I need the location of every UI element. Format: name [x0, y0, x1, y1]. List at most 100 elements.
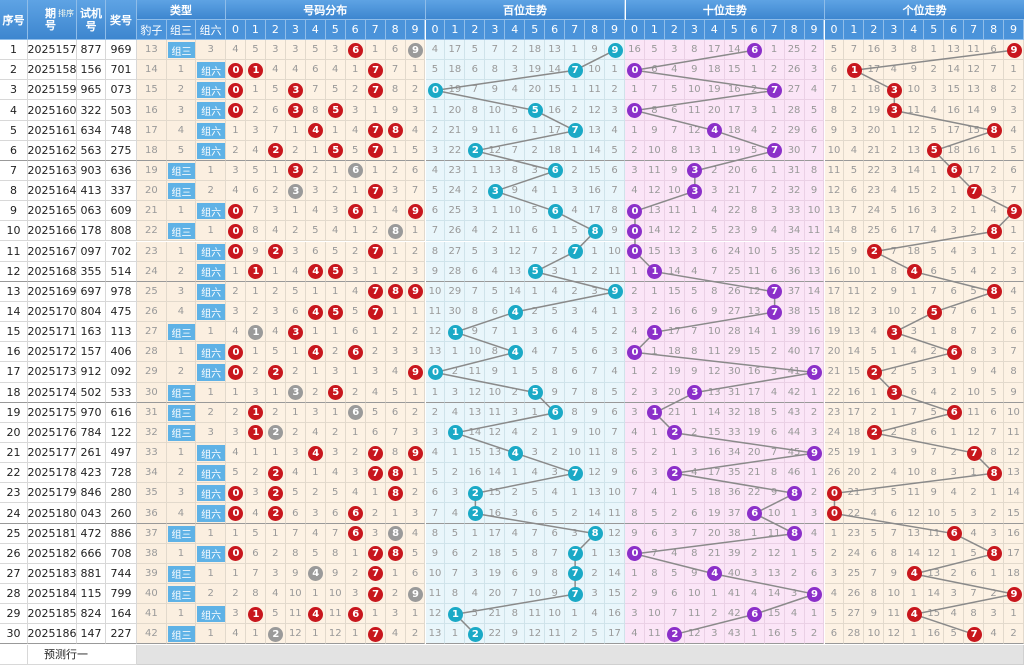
omission: 3	[285, 40, 306, 61]
omission: 1	[226, 120, 246, 141]
omission: 5	[605, 140, 625, 161]
omission: 2	[884, 140, 905, 161]
omission: 3	[425, 140, 446, 161]
hit-ball: 7	[966, 626, 982, 642]
type-hit: 组三	[167, 324, 196, 341]
header-digit: 0	[226, 20, 246, 40]
omission: 18	[525, 40, 546, 61]
type-hit: 组六	[197, 243, 225, 260]
omission: 17	[724, 100, 745, 121]
hit-ball: 3	[288, 324, 304, 340]
omission: 5	[245, 40, 266, 61]
omission: 4	[345, 120, 366, 141]
hit-ball: 7	[368, 62, 384, 78]
row-period: 2025158	[28, 60, 77, 81]
header-tens: 十位走势	[625, 0, 826, 20]
omission: 1	[704, 140, 725, 161]
omission: 16	[625, 40, 645, 61]
omission: 5	[305, 40, 326, 61]
omission: 5	[664, 80, 685, 101]
hit-ball: 8	[388, 123, 404, 139]
omission: 6	[984, 40, 1005, 61]
omission: 14	[944, 60, 965, 81]
header-digit: 4	[305, 20, 326, 40]
omission: 14	[585, 140, 606, 161]
hit-ball: 4	[507, 344, 523, 360]
omission: 6	[385, 40, 406, 61]
omission: 25	[784, 40, 805, 61]
header-dist: 号码分布	[226, 0, 426, 20]
row-period: 2025161	[28, 120, 77, 141]
omission: 1	[625, 120, 645, 141]
hit-ball: 7	[368, 183, 384, 199]
header-digit: 7	[365, 20, 386, 40]
omission: 3	[265, 40, 286, 61]
header-digit: 0	[425, 20, 446, 40]
omission: 9	[385, 100, 406, 121]
hit-ball: 3	[886, 385, 902, 401]
omission: 4	[605, 120, 625, 141]
header-digit: 1	[245, 20, 266, 40]
hit-ball: 6	[348, 344, 364, 360]
hit-ball: 7	[368, 626, 384, 642]
type-omission: 17	[137, 120, 167, 141]
hit-ball: 0	[826, 506, 842, 522]
hit-ball: 9	[408, 203, 424, 219]
type-omission: 2	[166, 80, 197, 101]
hit-ball: 6	[348, 42, 364, 58]
omission: 18	[545, 140, 566, 161]
omission: 2	[285, 140, 306, 161]
omission: 3	[924, 80, 945, 101]
omission: 6	[804, 120, 825, 141]
header-digit: 6	[944, 20, 965, 40]
omission: 8	[644, 100, 665, 121]
hit-ball: 6	[348, 203, 364, 219]
omission: 5	[405, 140, 426, 161]
omission: 2	[405, 80, 426, 101]
hit-ball: 2	[467, 143, 483, 159]
omission: 2	[804, 40, 825, 61]
omission: 20	[525, 80, 546, 101]
type-hit: 组六	[197, 283, 225, 300]
omission: 10	[824, 140, 845, 161]
hit-ball: 8	[986, 465, 1002, 481]
row-no: 3	[0, 80, 28, 101]
type-omission: 15	[137, 80, 167, 101]
hit-ball: 0	[427, 82, 443, 98]
type-hit: 组三	[167, 424, 196, 441]
omission: 22	[445, 140, 466, 161]
header-digit: 7	[764, 20, 785, 40]
header-digit: 0	[625, 20, 645, 40]
type-omission: 4	[166, 120, 197, 141]
type-hit: 组六	[197, 505, 225, 522]
omission: 7	[984, 60, 1005, 81]
omission: 15	[944, 80, 965, 101]
omission: 13	[904, 140, 925, 161]
type-omission: 18	[137, 140, 167, 161]
omission: 1	[565, 80, 586, 101]
hit-ball: 4	[308, 304, 324, 320]
hit-ball: 6	[946, 405, 962, 421]
hit-ball: 0	[627, 62, 643, 78]
omission: 10	[644, 140, 665, 161]
type-hit: 组六	[197, 545, 225, 562]
omission: 4	[804, 80, 825, 101]
hit-ball: 7	[368, 465, 384, 481]
omission: 8	[305, 100, 326, 121]
hit-ball: 9	[607, 284, 623, 300]
header-g6: 组六	[196, 20, 226, 40]
type-hit: 组六	[197, 203, 225, 220]
type-hit: 组六	[197, 465, 225, 482]
row-trial: 563	[77, 140, 106, 161]
hit-ball: 7	[368, 445, 384, 461]
type-hit: 组三	[167, 626, 196, 643]
omission: 4	[924, 100, 945, 121]
sort-button[interactable]: 排序	[58, 9, 74, 18]
omission: 9	[904, 60, 925, 81]
hit-ball: 8	[787, 485, 803, 501]
header-digit: 4	[704, 20, 725, 40]
omission: 12	[904, 120, 925, 141]
type-hit: 组六	[197, 142, 225, 159]
row-prize: 969	[106, 40, 137, 61]
omission: 1	[625, 80, 645, 101]
